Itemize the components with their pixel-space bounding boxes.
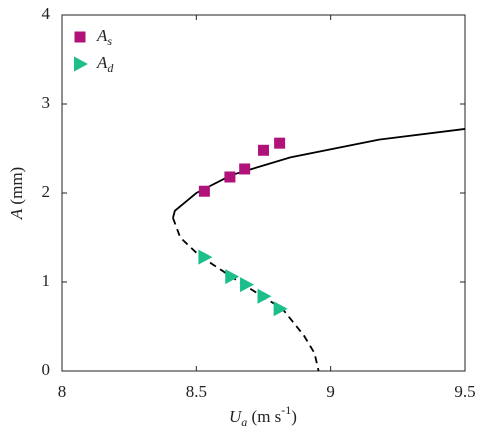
legend-marker <box>74 31 86 43</box>
y-tick-label: 3 <box>42 93 51 112</box>
legend-marker <box>74 56 88 72</box>
y-tick-label: 1 <box>42 271 51 290</box>
plot-frame <box>61 14 466 372</box>
x-tick-label: 9 <box>326 382 335 401</box>
triangle-marker <box>240 277 255 293</box>
x-tick-label: 9.5 <box>454 382 475 401</box>
y-tick-label: 2 <box>42 182 51 201</box>
triangle-marker <box>198 249 213 265</box>
x-axis-label: Ua (m s-1) <box>229 403 297 429</box>
y-axis-label: A (mm) <box>7 167 26 220</box>
square-marker <box>274 137 286 149</box>
y-tick-label: 4 <box>42 4 51 23</box>
legend-label: Ad <box>96 53 114 75</box>
x-tick-label: 8.5 <box>186 382 207 401</box>
square-marker <box>239 163 251 175</box>
curve <box>172 128 466 219</box>
x-tick-label: 8 <box>58 382 67 401</box>
triangle-marker <box>273 301 288 317</box>
square-marker <box>198 185 210 197</box>
triangle-marker <box>225 269 240 285</box>
square-marker <box>224 171 236 183</box>
square-marker <box>258 144 269 156</box>
legend-label: As <box>96 26 112 48</box>
y-tick-label: 0 <box>42 360 51 379</box>
curve <box>172 217 320 372</box>
triangle-marker <box>257 288 272 304</box>
